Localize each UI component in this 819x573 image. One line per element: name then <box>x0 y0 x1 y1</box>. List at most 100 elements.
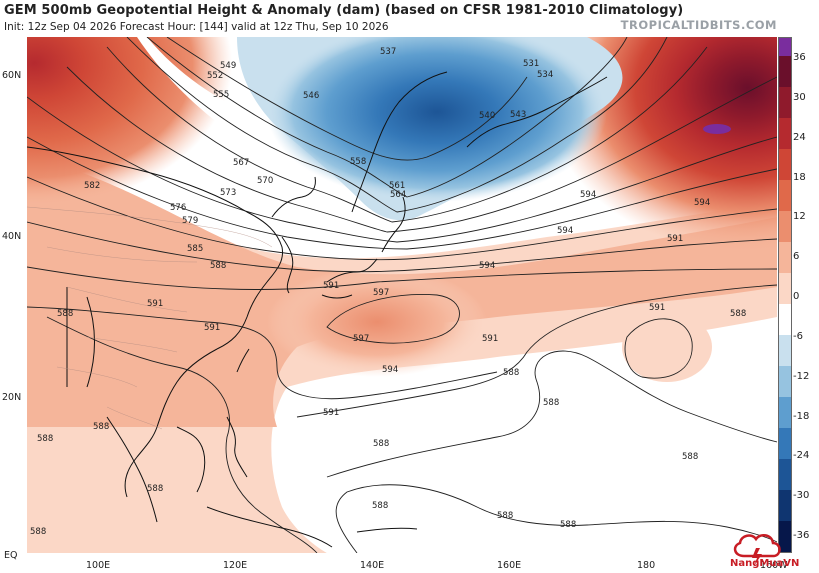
lon-label-140e: 140E <box>360 560 385 571</box>
colorbar-swatch <box>779 180 791 212</box>
colorbar-label: -30 <box>793 490 810 502</box>
contour-label: 594 <box>479 261 495 271</box>
contour-label: 534 <box>537 70 553 80</box>
positive-anomaly-subtropical <box>267 267 487 377</box>
colorbar-label: 30 <box>793 91 806 103</box>
contour-label: 588 <box>57 309 73 319</box>
contour-label: 597 <box>353 334 369 344</box>
chart-subtitle: Init: 12z Sep 04 2026 Forecast Hour: [14… <box>4 21 389 33</box>
colorbar-swatch <box>779 149 791 181</box>
chart-title: GEM 500mb Geopotential Height & Anomaly … <box>4 3 684 18</box>
colorbar-swatch <box>779 335 791 367</box>
contour-label: 588 <box>560 520 576 530</box>
contour-label: 588 <box>372 501 388 511</box>
coastlines <box>27 71 608 548</box>
contour-label: 591 <box>204 323 220 333</box>
contour-label: 585 <box>187 244 203 254</box>
contour-label: 531 <box>523 59 539 69</box>
cloud-lightning-icon <box>733 534 781 566</box>
lat-label-eq: EQ <box>4 550 18 561</box>
watermark-text: NangMuaVN <box>730 558 800 569</box>
colorbar-label: 24 <box>793 131 806 143</box>
contour-label: 594 <box>557 226 573 236</box>
colorbar-label: -6 <box>793 330 803 342</box>
contour-label: 567 <box>233 158 249 168</box>
positive-anomaly-east <box>622 312 712 382</box>
lon-label-160e: 160E <box>497 560 522 571</box>
contour-label: 564 <box>390 190 406 200</box>
contour-label: 588 <box>37 434 53 444</box>
contour-label: 591 <box>323 408 339 418</box>
lon-label-160w: 160W <box>760 560 788 571</box>
contour-label: 594 <box>580 190 596 200</box>
contour-labels: 537 549 552 555 546 558 567 570 573 576 … <box>30 47 746 537</box>
lat-label-60n: 60N <box>2 70 22 81</box>
colorbar-label: 6 <box>793 251 800 263</box>
negative-anomaly-trough <box>267 37 607 202</box>
contour-label: 543 <box>510 110 526 120</box>
contour-label: 576 <box>170 203 186 213</box>
contour-label: 591 <box>147 299 163 309</box>
country-borders <box>27 206 273 430</box>
colorbar-swatch <box>779 397 791 429</box>
lat-label-40n: 40N <box>2 231 22 242</box>
contour-label: 591 <box>667 234 683 244</box>
contour-label: 588 <box>503 368 519 378</box>
contour-label: 537 <box>380 47 396 57</box>
contour-label: 588 <box>373 439 389 449</box>
anomaly-max-cell <box>703 124 731 134</box>
contour-label: 540 <box>479 111 495 121</box>
contour-label: 597 <box>373 288 389 298</box>
colorbar-label: 0 <box>793 291 800 302</box>
anomaly-map: 537 549 552 555 546 558 567 570 573 576 … <box>27 37 777 553</box>
lon-label-120e: 120E <box>223 560 248 571</box>
contour-label: 558 <box>350 157 366 167</box>
colorbar <box>778 37 792 553</box>
contour-label: 588 <box>730 309 746 319</box>
colorbar-label: 18 <box>793 171 806 183</box>
colorbar-label: 12 <box>793 211 806 223</box>
colorbar-swatch <box>779 56 791 88</box>
colorbar-label: -36 <box>793 530 810 541</box>
colorbar-swatch <box>779 490 791 522</box>
colorbar-label: -18 <box>793 410 810 422</box>
contour-label: 549 <box>220 61 236 71</box>
colorbar-swatch <box>779 87 791 119</box>
colorbar-swatch <box>779 273 791 305</box>
contour-label: 588 <box>682 452 698 462</box>
contour-label: 594 <box>694 198 710 208</box>
colorbar-swatch <box>779 459 791 491</box>
brand-label: TROPICALTIDBITS.COM <box>620 18 777 32</box>
lon-label-180: 180 <box>637 560 656 571</box>
contour-label: 561 <box>389 181 405 191</box>
contour-label: 591 <box>323 281 339 291</box>
contour-label: 546 <box>303 91 319 101</box>
colorbar-top-swatch <box>779 38 791 56</box>
contour-label: 594 <box>382 365 398 375</box>
colorbar-swatch <box>779 211 791 243</box>
contour-label: 591 <box>649 303 665 313</box>
contour-label: 588 <box>30 527 46 537</box>
colorbar-label: -12 <box>793 370 810 382</box>
contour-label: 588 <box>147 484 163 494</box>
contour-label: 555 <box>213 90 229 100</box>
lon-label-100e: 100E <box>86 560 111 571</box>
map-panel: 537 549 552 555 546 558 567 570 573 576 … <box>27 37 777 553</box>
colorbar-swatch <box>779 366 791 398</box>
colorbar-swatch <box>779 428 791 460</box>
colorbar-swatch <box>779 304 791 336</box>
contour-label: 552 <box>207 71 223 81</box>
contour-label: 588 <box>93 422 109 432</box>
contour-label: 588 <box>543 398 559 408</box>
colorbar-label: 36 <box>793 52 806 63</box>
contour-label: 588 <box>497 511 513 521</box>
colorbar-label: -24 <box>793 450 810 462</box>
contour-label: 570 <box>257 176 273 186</box>
contour-label: 588 <box>210 261 226 271</box>
contour-label: 573 <box>220 188 236 198</box>
colorbar-swatch <box>779 242 791 274</box>
colorbar-swatch <box>779 118 791 150</box>
height-contours <box>27 37 777 553</box>
contour-label: 582 <box>84 181 100 191</box>
colorbar-swatch <box>779 521 791 553</box>
